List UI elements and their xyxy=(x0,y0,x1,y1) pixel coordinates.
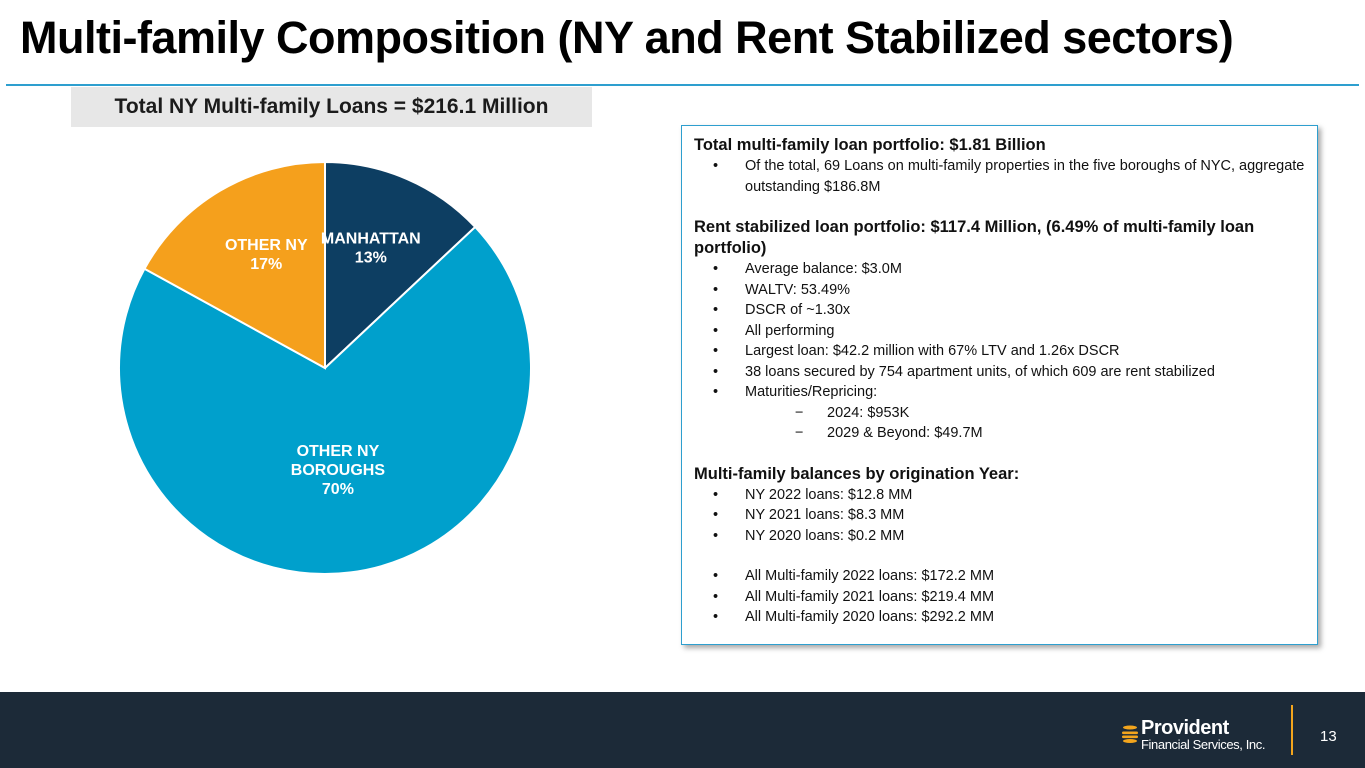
section-origination-year: Multi-family balances by origination Yea… xyxy=(694,464,1305,628)
spacer xyxy=(694,546,1305,566)
spacer xyxy=(694,444,1305,464)
pie-chart: MANHATTAN 13% OTHER NY BOROUGHS 70% OTHER NY 1… xyxy=(118,160,532,575)
pie-labels: MANHATTAN 13% OTHER NY BOROUGHS 70% OTHER NY 1… xyxy=(225,231,421,499)
slide-title: Multi-family Composition (NY and Rent St… xyxy=(20,12,1234,63)
portfolio-info-box: Total multi-family loan portfolio: $1.81… xyxy=(681,125,1318,645)
bullet-item: Average balance: $3.0M xyxy=(694,259,1305,280)
logo-divider xyxy=(1291,705,1293,755)
provident-lantern-icon xyxy=(1122,725,1138,743)
logo-subtitle: Financial Services, Inc. xyxy=(1141,737,1266,752)
bullet-item: Of the total, 69 Loans on multi-family p… xyxy=(694,156,1305,197)
pie-slice-name: BOROUGHS xyxy=(291,462,386,479)
bullet-item: WALTV: 53.49% xyxy=(694,280,1305,301)
pie-slice-label: OTHER NY BOROUGHS 70% xyxy=(291,443,386,498)
pie-slice xyxy=(324,160,477,371)
title-divider xyxy=(6,84,1359,86)
bullet-item: All performing xyxy=(694,321,1305,342)
logo-name: Provident xyxy=(1141,717,1229,739)
bullet-item: All Multi-family 2021 loans: $219.4 MM xyxy=(694,587,1305,608)
pie-slice-label: MANHATTAN 13% xyxy=(321,231,421,267)
sub-bullet-item: 2024: $953K xyxy=(694,403,1305,424)
spacer xyxy=(694,197,1305,217)
page-number: 13 xyxy=(1320,728,1337,745)
bullet-item: 38 loans secured by 754 apartment units,… xyxy=(694,362,1305,383)
pie-slice-name: MANHATTAN xyxy=(321,231,421,248)
footer-bar xyxy=(0,692,1365,768)
pie-slice-percent: 13% xyxy=(355,250,387,267)
sub-bullet-item: 2029 & Beyond: $49.7M xyxy=(694,423,1305,444)
pie-slice xyxy=(143,160,326,370)
pie-slice-percent: 70% xyxy=(322,481,354,498)
chart-header: Total NY Multi-family Loans = $216.1 Mil… xyxy=(71,87,592,127)
section-rent-stabilized: Rent stabilized loan portfolio: $117.4 M… xyxy=(694,217,1305,444)
bullet-item: DSCR of ~1.30x xyxy=(694,300,1305,321)
bullet-item: All Multi-family 2022 loans: $172.2 MM xyxy=(694,566,1305,587)
section-heading: Multi-family balances by origination Yea… xyxy=(694,464,1020,483)
pie-slice-name: OTHER NY xyxy=(297,443,380,460)
pie-slice xyxy=(118,225,532,575)
provident-logo: Provident Financial Services, Inc. xyxy=(1120,717,1280,754)
bullet-item: NY 2020 loans: $0.2 MM xyxy=(694,526,1305,547)
bullet-item: NY 2022 loans: $12.8 MM xyxy=(694,485,1305,506)
pie-slices xyxy=(118,160,532,575)
bullet-item: NY 2021 loans: $8.3 MM xyxy=(694,505,1305,526)
section-heading: Rent stabilized loan portfolio: $117.4 M… xyxy=(694,218,1255,257)
bullet-item: Maturities/Repricing: xyxy=(694,382,1305,403)
section-total-portfolio: Total multi-family loan portfolio: $1.81… xyxy=(694,135,1305,197)
pie-slice-name: OTHER NY xyxy=(225,237,308,254)
bullet-item: Largest loan: $42.2 million with 67% LTV… xyxy=(694,341,1305,362)
pie-slice-percent: 17% xyxy=(250,256,282,273)
section-heading: Total multi-family loan portfolio: $1.81… xyxy=(694,136,1046,154)
pie-slice-label: OTHER NY 17% xyxy=(225,237,308,273)
bullet-item: All Multi-family 2020 loans: $292.2 MM xyxy=(694,607,1305,628)
